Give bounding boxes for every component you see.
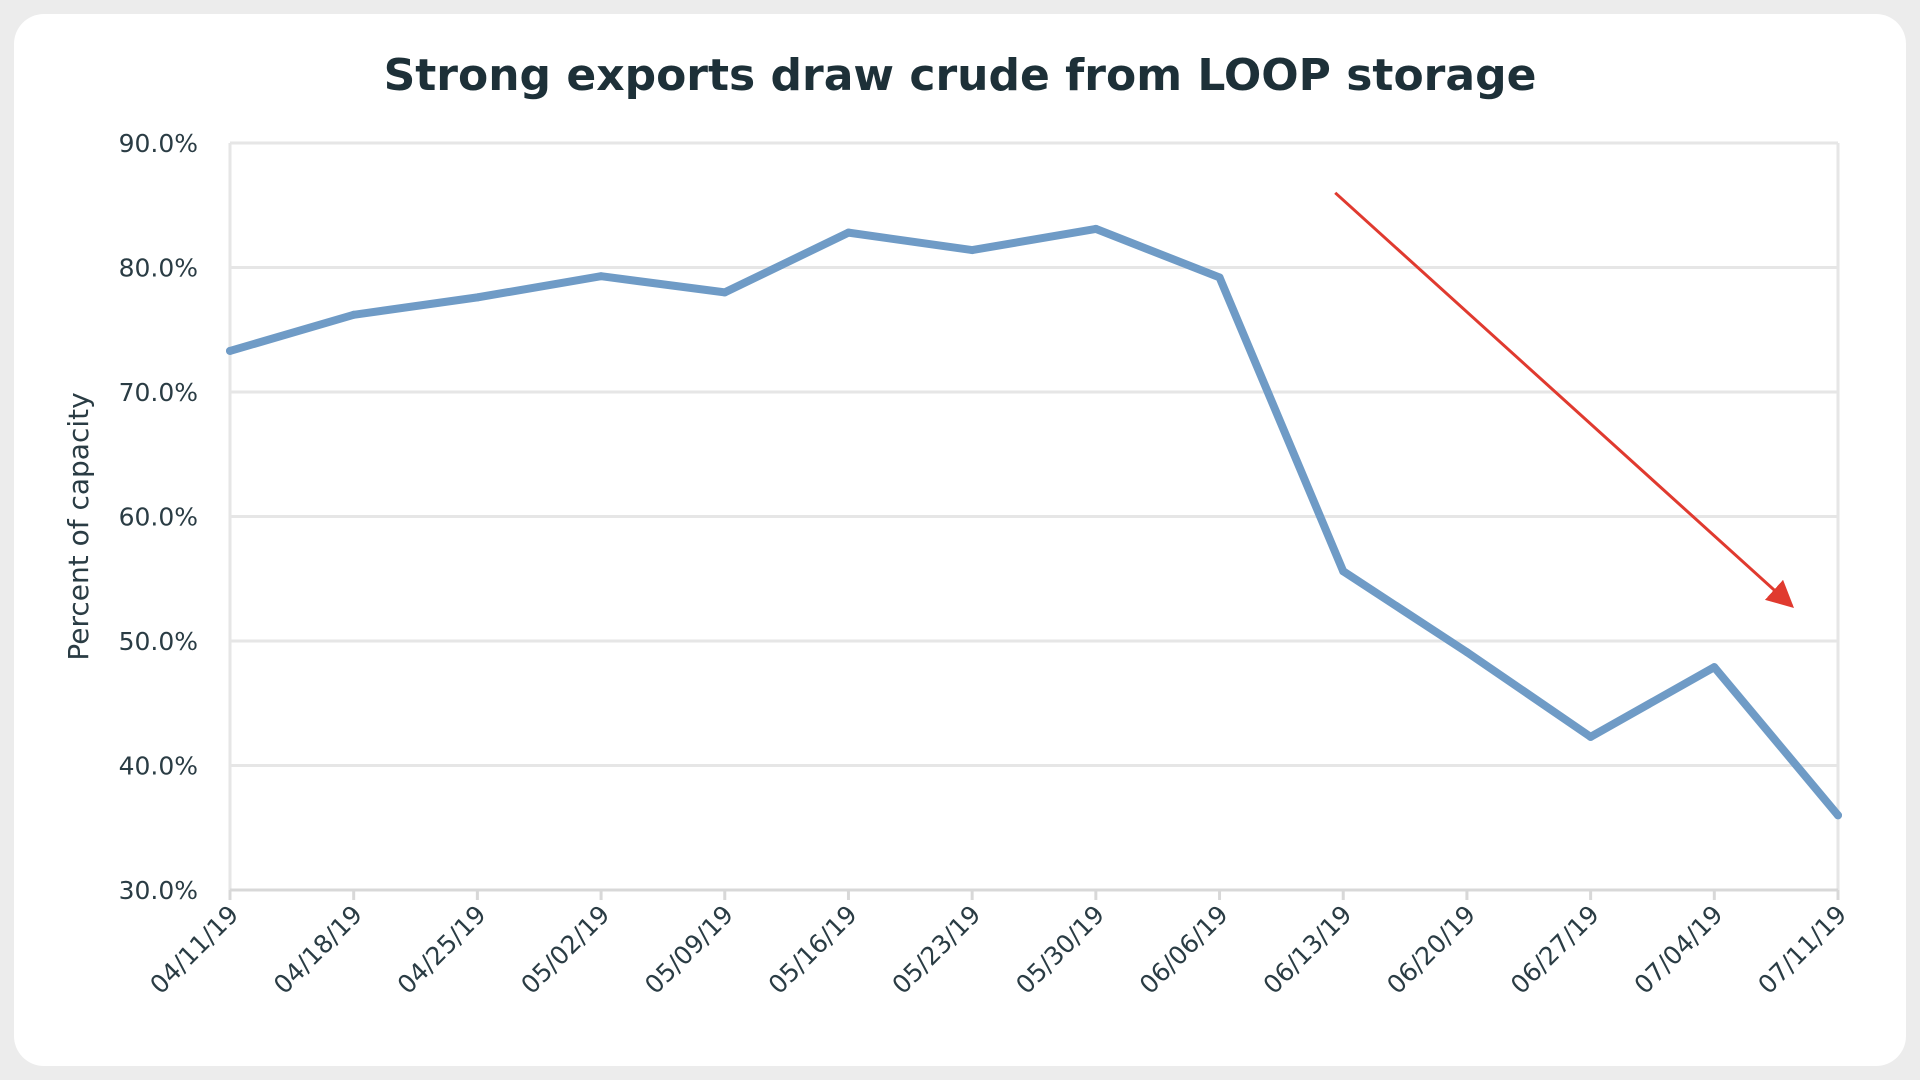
x-tick-label: 04/11/19 — [144, 900, 244, 1000]
data-point — [1586, 732, 1595, 741]
data-point — [473, 293, 482, 302]
data-point — [226, 346, 234, 355]
chart-title: Strong exports draw crude from LOOP stor… — [383, 50, 1537, 101]
data-point — [1834, 811, 1842, 820]
trend-arrow — [1334, 191, 1795, 608]
x-tick-label: 06/27/19 — [1505, 900, 1605, 1000]
chart-card: Strong exports draw crude from LOOP stor… — [14, 14, 1906, 1066]
data-point — [844, 228, 853, 237]
x-tick-label: 05/02/19 — [515, 900, 615, 1000]
y-tick-label: 50.0% — [119, 627, 198, 656]
data-point — [597, 272, 606, 281]
data-point — [349, 310, 358, 319]
x-tick-label: 06/20/19 — [1381, 900, 1481, 1000]
x-tick-label: 06/13/19 — [1258, 900, 1358, 1000]
x-tick-label: 04/18/19 — [268, 900, 368, 1000]
x-tick-label: 05/23/19 — [886, 900, 986, 1000]
x-tick-label: 06/06/19 — [1134, 900, 1234, 1000]
x-tick-label: 04/25/19 — [392, 900, 492, 1000]
data-point — [1215, 273, 1224, 282]
x-tick-label: 05/09/19 — [639, 900, 739, 1000]
series-line — [226, 224, 1842, 820]
line-chart: 30.0% 40.0% 50.0% 60.0% 70.0% 80.0% 90.0% 04/11… — [62, 129, 1852, 1000]
data-point — [1091, 224, 1100, 233]
x-tick-label: 05/30/19 — [1010, 900, 1110, 1000]
x-tick-label: 05/16/19 — [763, 900, 863, 1000]
y-tick-label: 70.0% — [119, 378, 198, 407]
x-tick-label: 07/11/19 — [1752, 900, 1852, 1000]
data-point — [1339, 567, 1348, 576]
y-tick-label: 30.0% — [119, 876, 198, 905]
y-axis-title: Percent of capacity — [62, 392, 95, 660]
data-point — [1710, 663, 1719, 672]
data-point — [720, 288, 729, 297]
y-tick-label: 40.0% — [119, 752, 198, 781]
y-tick-label: 80.0% — [119, 254, 198, 283]
y-tick-label: 60.0% — [119, 503, 198, 532]
data-point — [1462, 648, 1471, 657]
x-tick-label: 07/04/19 — [1629, 900, 1729, 1000]
data-point — [968, 246, 977, 255]
y-tick-label: 90.0% — [119, 129, 198, 158]
